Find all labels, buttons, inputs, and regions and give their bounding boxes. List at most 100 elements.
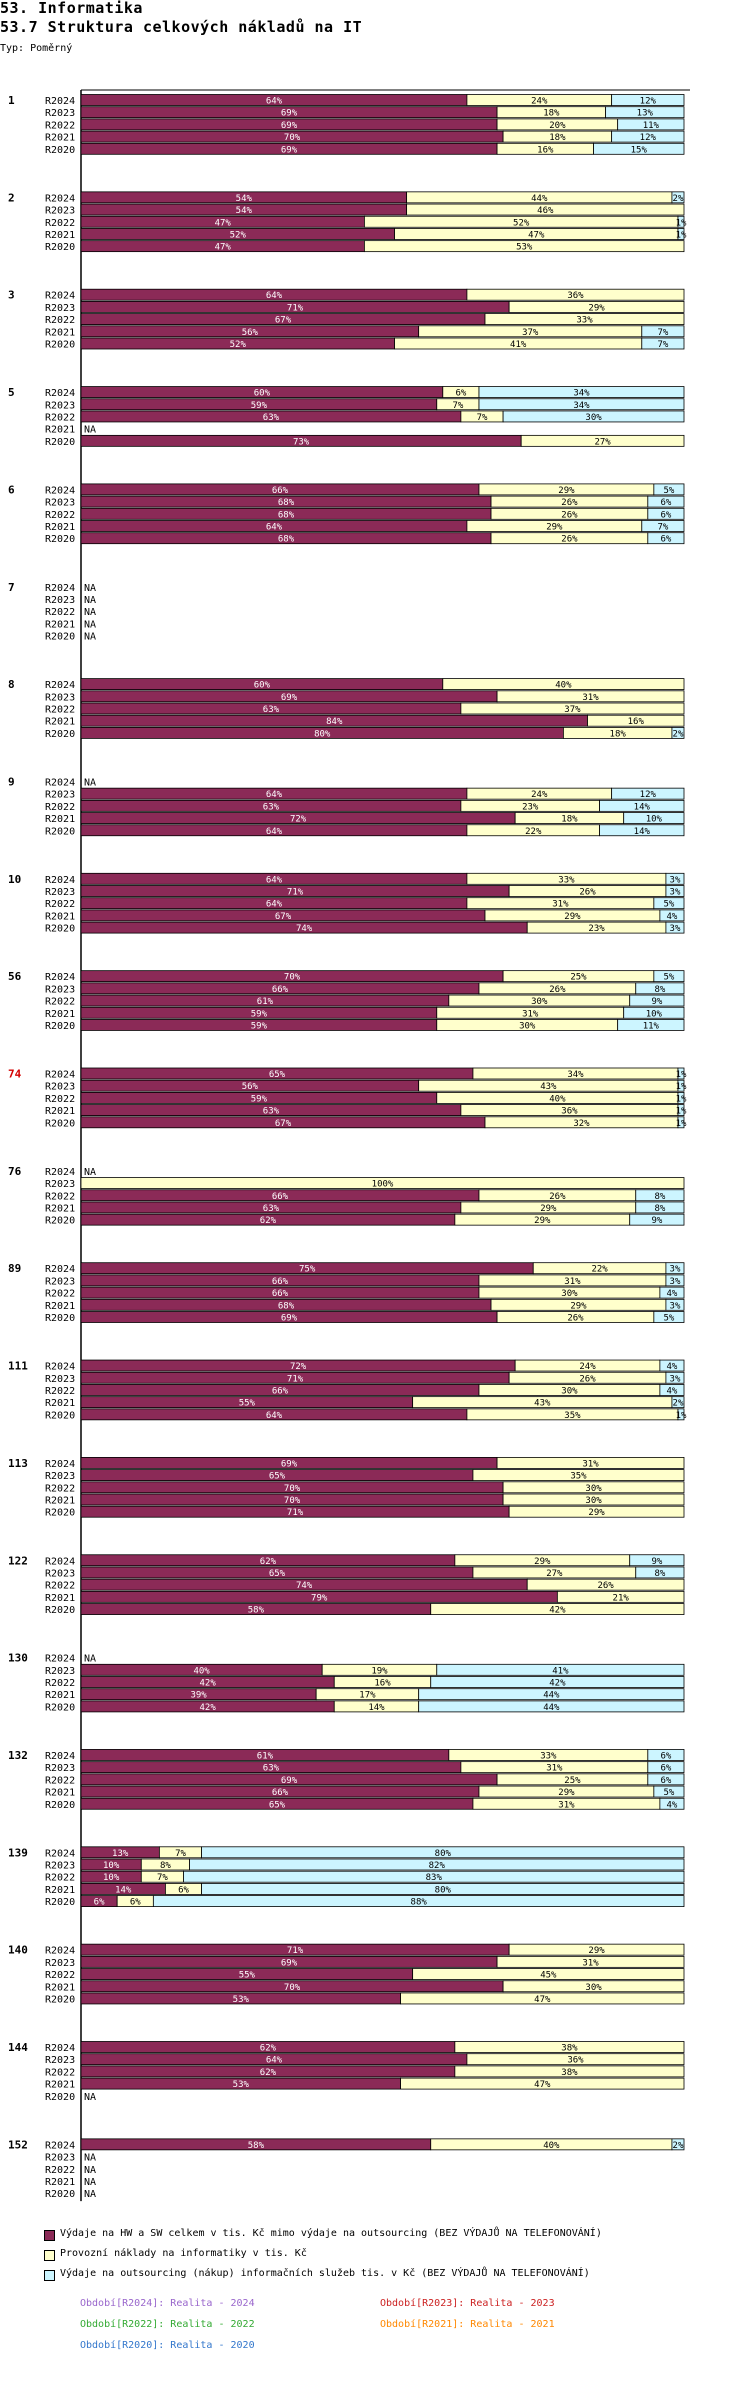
bar-value-label: 46% <box>537 206 554 216</box>
bar-value-label: 54% <box>236 194 253 204</box>
na-label: NA <box>84 1167 96 1178</box>
bar-value-label: 27% <box>594 437 611 447</box>
bar-value-label: 84% <box>326 717 343 727</box>
year-label: R2024 <box>45 680 75 691</box>
bar-value-label: 26% <box>597 1581 614 1591</box>
bar-segment <box>617 1019 685 1031</box>
legend-label-outsourcing: Výdaje na outsourcing (nákup) informační… <box>60 2268 590 2279</box>
bar-segment <box>526 1578 685 1591</box>
year-label: R2021 <box>45 911 75 922</box>
bar-segment <box>629 1554 685 1567</box>
legend-swatch-outsourcing <box>44 2270 55 2281</box>
bar-value-label: 69% <box>281 145 298 155</box>
bar-value-label: 47% <box>215 218 232 228</box>
bar-value-label: 5% <box>664 973 675 983</box>
bar-value-label: 1% <box>676 1107 687 1117</box>
year-label: R2020 <box>45 1800 75 1811</box>
bar-value-label: 5% <box>664 486 675 496</box>
year-label: R2023 <box>45 2055 75 2066</box>
bar-value-label: 58% <box>248 2141 265 2151</box>
bar-segment <box>665 1274 685 1287</box>
page-title: 53. Informatika <box>0 0 143 17</box>
bar-value-label: 59% <box>251 1094 268 1104</box>
bar-value-label: 29% <box>558 1788 575 1798</box>
bar-value-label: 47% <box>534 2080 551 2090</box>
year-label: R2022 <box>45 2165 75 2176</box>
year-label: R2020 <box>45 1216 75 1227</box>
bar-segment <box>478 398 685 411</box>
bar-segment <box>430 1676 685 1688</box>
bar-value-label: 62% <box>260 1216 277 1226</box>
bar-segment <box>635 1189 685 1202</box>
bar-value-label: 2% <box>673 729 684 739</box>
bar-value-label: 3% <box>670 924 681 934</box>
bar-segment <box>436 1663 685 1676</box>
group-label: 1 <box>8 94 15 107</box>
bar-value-label: 10% <box>646 1009 663 1019</box>
bar-value-label: 23% <box>522 802 539 812</box>
year-label: R2024 <box>45 1167 75 1178</box>
bar-value-label: 37% <box>564 705 581 715</box>
bar-value-label: 56% <box>242 1082 259 1092</box>
bar-value-label: 60% <box>254 681 271 691</box>
bar-value-label: 22% <box>525 827 542 837</box>
bar-value-label: 42% <box>549 1679 566 1689</box>
bar-segment <box>677 1116 685 1129</box>
year-label: R2024 <box>45 1459 75 1470</box>
year-label: R2023 <box>45 1763 75 1774</box>
bar-segment <box>665 921 685 934</box>
bar-segment <box>400 1992 685 2005</box>
year-label: R2022 <box>45 1191 75 1202</box>
bar-value-label: 14% <box>115 1885 132 1895</box>
bar-value-label: 30% <box>585 1496 602 1506</box>
year-label: R2022 <box>45 120 75 131</box>
bar-value-label: 31% <box>582 693 599 703</box>
bar-value-label: 20% <box>549 121 566 131</box>
bar-segment <box>152 1895 685 1907</box>
bar-value-label: 66% <box>272 1386 289 1396</box>
bar-value-label: 31% <box>582 1958 599 1968</box>
year-label: R2021 <box>45 1593 75 1604</box>
bar-value-label: 10% <box>103 1873 120 1883</box>
bar-value-label: 8% <box>654 1204 665 1214</box>
bar-value-label: 26% <box>579 888 596 898</box>
group-label: 113 <box>8 1457 28 1470</box>
bar-segment <box>659 1359 685 1372</box>
bar-value-label: 25% <box>570 973 587 983</box>
year-label: R2020 <box>45 242 75 253</box>
bar-value-label: 7% <box>657 340 668 350</box>
bar-value-label: 63% <box>263 1204 280 1214</box>
bar-value-label: 72% <box>290 815 307 825</box>
bar-value-label: 7% <box>657 523 668 533</box>
year-label: R2020 <box>45 632 75 643</box>
bar-segment <box>400 2077 685 2090</box>
bar-value-label: 29% <box>534 1216 551 1226</box>
group-label: 7 <box>8 581 15 594</box>
bar-value-label: 7% <box>175 1849 186 1859</box>
bar-value-label: 53% <box>233 2080 250 2090</box>
bar-value-label: 6% <box>455 389 466 399</box>
year-label: R2022 <box>45 802 75 813</box>
bar-value-label: 71% <box>287 1508 304 1518</box>
bar-segment <box>183 1870 685 1883</box>
bar-segment <box>502 1493 685 1506</box>
bar-value-label: 4% <box>667 1362 678 1372</box>
bar-value-label: 71% <box>287 1946 304 1956</box>
bar-segment <box>418 1688 685 1701</box>
bar-value-label: 62% <box>260 2044 277 2054</box>
bar-value-label: 82% <box>429 1861 446 1871</box>
period-r2021: Období[R2021]: Realita - 2021 <box>380 2319 555 2330</box>
bar-value-label: 33% <box>576 316 593 326</box>
bar-value-label: 31% <box>522 1009 539 1019</box>
bar-value-label: 7% <box>477 413 488 423</box>
bar-segment <box>677 1408 685 1421</box>
group-label: 130 <box>8 1652 28 1665</box>
year-label: R2021 <box>45 1398 75 1409</box>
year-label: R2023 <box>45 887 75 898</box>
bar-value-label: 18% <box>610 729 627 739</box>
year-label: R2022 <box>45 1873 75 1884</box>
bar-segment <box>647 1749 685 1761</box>
bar-value-label: 19% <box>371 1666 388 1676</box>
bar-value-label: 11% <box>643 121 660 131</box>
year-label: R2022 <box>45 1970 75 1981</box>
